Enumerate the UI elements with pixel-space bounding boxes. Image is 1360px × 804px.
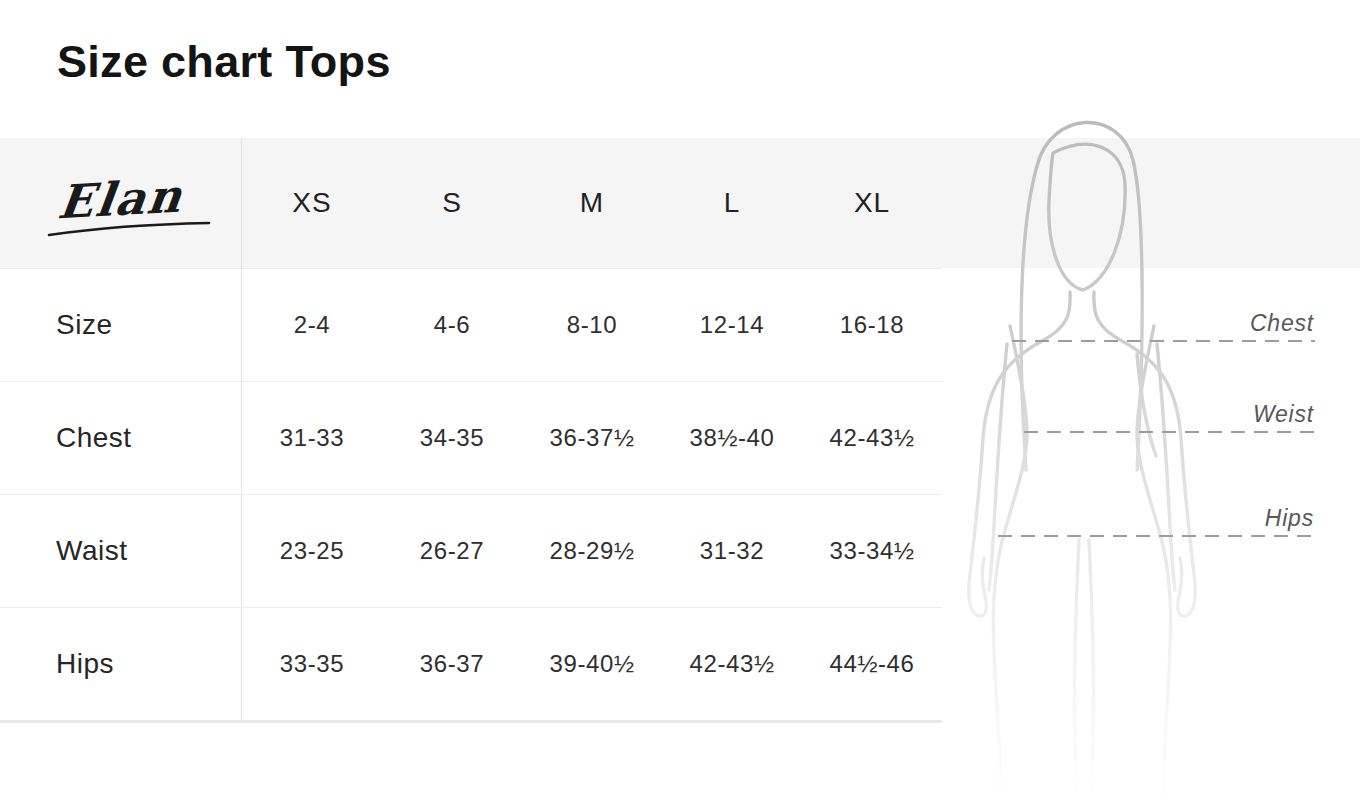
size-table: Elan XS S M L XL Size 2-4 4-6 8-10 12-14…	[0, 138, 942, 723]
cell-chest-m: 36-37½	[522, 382, 662, 494]
column-header-xs: XS	[242, 138, 382, 268]
brand-logo-cell: Elan	[0, 138, 242, 268]
table-row: Size 2-4 4-6 8-10 12-14 16-18	[0, 268, 942, 381]
cell-hips-xs: 33-35	[242, 608, 382, 720]
column-header-xl: XL	[802, 138, 942, 268]
cell-waist-xl: 33-34½	[802, 495, 942, 607]
column-header-l: L	[662, 138, 802, 268]
cell-size-m: 8-10	[522, 269, 662, 381]
table-header-row: Elan XS S M L XL	[0, 138, 942, 268]
right-leg-inner	[1089, 540, 1094, 804]
row-label-size: Size	[0, 269, 242, 381]
cell-chest-l: 38½-40	[662, 382, 802, 494]
left-leg-inner	[1074, 540, 1079, 804]
column-header-m: M	[522, 138, 662, 268]
cell-waist-s: 26-27	[382, 495, 522, 607]
brand-underline-swash	[47, 220, 211, 238]
table-row: Chest 31-33 34-35 36-37½ 38½-40 42-43½	[0, 381, 942, 494]
face-outline	[1049, 144, 1125, 290]
right-torso-leg	[1137, 326, 1171, 804]
cell-waist-m: 28-29½	[522, 495, 662, 607]
page-title: Size chart Tops	[57, 36, 391, 88]
cell-chest-xs: 31-33	[242, 382, 382, 494]
female-silhouette-illustration	[940, 104, 1360, 804]
cell-waist-l: 31-32	[662, 495, 802, 607]
cell-hips-m: 39-40½	[522, 608, 662, 720]
cell-size-l: 12-14	[662, 269, 802, 381]
cell-size-xl: 16-18	[802, 269, 942, 381]
table-row: Hips 33-35 36-37 39-40½ 42-43½ 44½-46	[0, 607, 942, 720]
column-header-s: S	[382, 138, 522, 268]
left-torso-leg	[993, 326, 1027, 804]
cell-hips-xl: 44½-46	[802, 608, 942, 720]
table-row: Waist 23-25 26-27 28-29½ 31-32 33-34½	[0, 494, 942, 607]
row-label-chest: Chest	[0, 382, 242, 494]
measurement-label-hips: Hips	[1265, 505, 1314, 532]
cell-hips-s: 36-37	[382, 608, 522, 720]
body-measurement-figure: Chest Weist Hips	[940, 104, 1360, 804]
measurement-label-chest: Chest	[1250, 310, 1314, 337]
cell-size-s: 4-6	[382, 269, 522, 381]
row-label-waist: Waist	[0, 495, 242, 607]
brand-logo: Elan	[59, 172, 183, 226]
row-label-hips: Hips	[0, 608, 242, 720]
cell-chest-xl: 42-43½	[802, 382, 942, 494]
cell-size-xs: 2-4	[242, 269, 382, 381]
cell-waist-xs: 23-25	[242, 495, 382, 607]
measurement-label-weist: Weist	[1253, 401, 1314, 428]
cell-hips-l: 42-43½	[662, 608, 802, 720]
size-chart-page: Size chart Tops Elan XS S M L XL Size 2-…	[0, 0, 1360, 804]
cell-chest-s: 34-35	[382, 382, 522, 494]
